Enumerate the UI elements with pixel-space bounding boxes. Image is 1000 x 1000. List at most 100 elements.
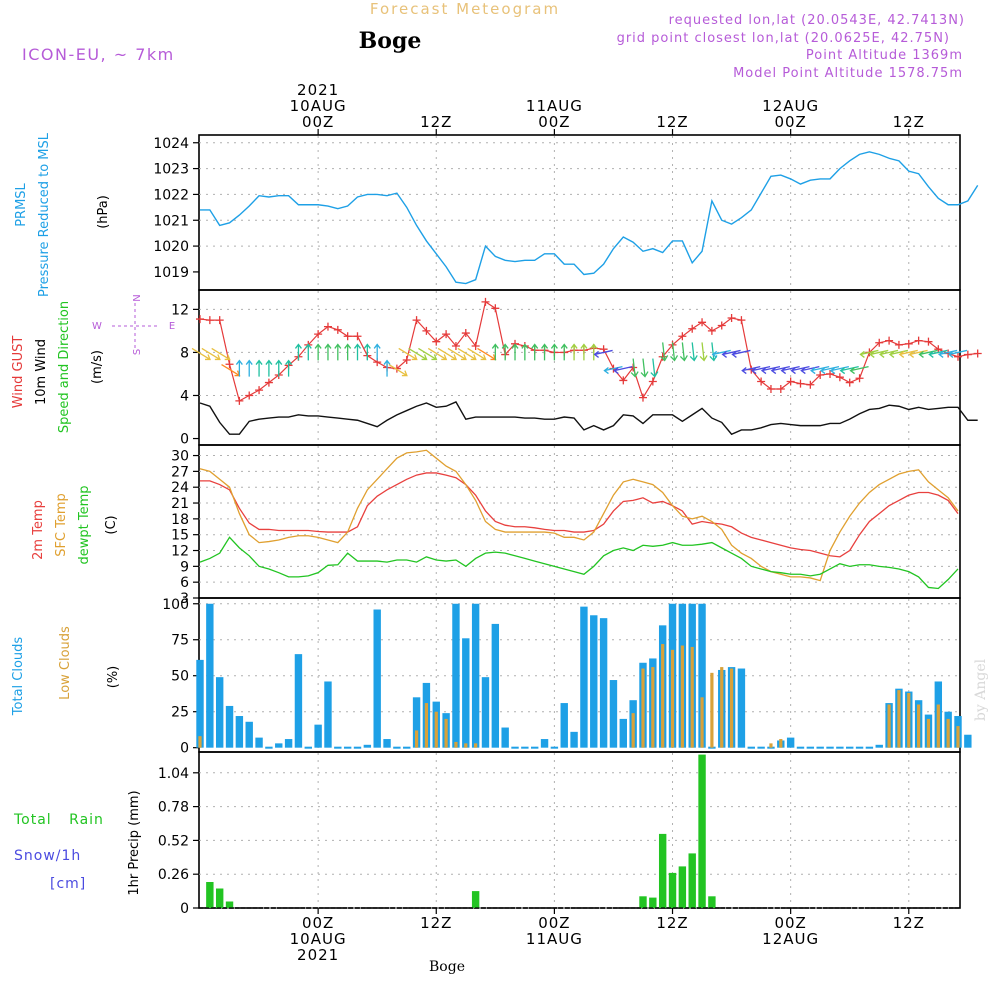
gust-point — [432, 337, 441, 346]
wind-arrow — [294, 343, 302, 361]
model-label: ICON-EU, ~ 7km — [22, 45, 175, 64]
total-cloud-bar — [452, 603, 460, 748]
wind-arrow — [245, 359, 253, 377]
total-cloud-bar — [383, 739, 391, 748]
wind-arrow — [427, 347, 448, 361]
dewpt-line — [199, 536, 959, 590]
product-title: Forecast Meteogram — [370, 0, 560, 18]
gust-point — [343, 332, 352, 341]
y-tick-label: 1020 — [153, 239, 189, 255]
top-time-label: 12Z — [420, 113, 452, 131]
wind-arrow — [211, 347, 231, 361]
wind-arrow — [373, 343, 381, 361]
wind-arrow — [501, 343, 509, 361]
gust-point — [333, 325, 342, 334]
precip-label-cm: [cm] — [50, 876, 86, 892]
total-cloud-bar — [836, 746, 844, 749]
gust-point — [235, 396, 244, 405]
wind-arrow — [613, 365, 633, 375]
rain-bar — [639, 896, 647, 908]
wind-arrow — [630, 358, 639, 378]
gust-point — [442, 330, 451, 339]
y-tick-label: 0.26 — [158, 867, 189, 883]
total-cloud-bar — [590, 615, 598, 748]
total-cloud-bar — [206, 603, 214, 748]
compass-n: N — [132, 294, 143, 301]
total-cloud-bar — [570, 731, 578, 748]
wind-arrow — [457, 347, 477, 361]
y-tick-label: 0 — [180, 901, 189, 917]
gust-point — [461, 329, 470, 338]
temp-label-2m: 2m Temp — [31, 500, 46, 560]
gust-point — [885, 336, 894, 345]
low-cloud-bar — [700, 697, 704, 748]
panel-frame — [198, 597, 961, 753]
panel-frame — [198, 134, 961, 291]
location-title: Boge — [359, 28, 422, 54]
gust-point — [806, 380, 815, 389]
total-cloud-bar — [698, 603, 706, 748]
wind-arrow — [879, 349, 899, 358]
wind-arrow — [353, 343, 362, 361]
gust-point — [776, 385, 785, 394]
y-tick-label: 1.04 — [158, 766, 189, 782]
y-tick-label: 0 — [180, 432, 189, 448]
rain-bar — [471, 891, 480, 908]
low-cloud-bar — [926, 718, 931, 748]
wind-arrow — [679, 342, 688, 362]
total-cloud-bar — [531, 746, 539, 749]
wind-arrow — [383, 359, 391, 377]
y-tick-label: 24 — [171, 480, 189, 496]
wind-arrow — [731, 349, 751, 358]
wind-arrow — [580, 343, 588, 361]
y-tick-label: 100 — [162, 597, 189, 613]
gust-point — [255, 386, 264, 395]
total-cloud-bar — [737, 668, 746, 748]
rain-bar — [215, 888, 224, 908]
compass-e: E — [169, 321, 175, 332]
y-tick-label: 1019 — [153, 265, 189, 281]
bottom-time-label: 00Z — [774, 914, 806, 932]
wind-arrow — [660, 342, 669, 362]
wind10-line — [199, 401, 978, 436]
total-cloud-bar — [215, 677, 224, 748]
low-cloud-bar — [198, 736, 202, 748]
rain-bar — [708, 896, 716, 908]
rain-bar — [678, 866, 687, 908]
wind-arrow — [908, 349, 928, 358]
wind-arrow — [437, 347, 458, 361]
top-time-label: 00Z — [774, 113, 806, 131]
total-cloud-bar — [353, 746, 362, 749]
plot-layer: 1019102010211022102310240481236912151821… — [153, 81, 982, 964]
rain-bar — [206, 882, 214, 908]
gust-point — [353, 332, 362, 341]
total-cloud-bar — [462, 638, 470, 748]
gust-point — [648, 377, 657, 386]
gust-point — [796, 379, 805, 388]
panel-frame — [198, 751, 961, 909]
low-cloud-bar — [454, 741, 458, 748]
gust-point — [766, 385, 775, 394]
low-cloud-bar — [720, 667, 724, 748]
gust-point — [688, 324, 697, 333]
wind-arrow — [265, 359, 273, 377]
total-cloud-bar — [747, 746, 755, 749]
gust-point — [678, 332, 687, 341]
wind-arrow — [689, 342, 698, 362]
wind-arrow — [918, 349, 938, 358]
y-tick-label: 0 — [180, 741, 189, 757]
gust-point — [973, 349, 982, 358]
total-cloud-bar — [619, 718, 627, 748]
total-cloud-bar — [245, 721, 253, 748]
total-cloud-bar — [757, 746, 765, 749]
wind-arrow — [275, 359, 283, 377]
rain-bar — [649, 897, 657, 908]
wind-arrow — [898, 349, 918, 358]
total-cloud-bar — [235, 716, 244, 748]
total-cloud-bar — [363, 744, 372, 748]
gust-point — [314, 330, 323, 339]
bottom-time-label: 10AUG — [290, 930, 347, 948]
wind-arrow — [741, 365, 761, 375]
y-tick-label: 1023 — [153, 162, 189, 178]
